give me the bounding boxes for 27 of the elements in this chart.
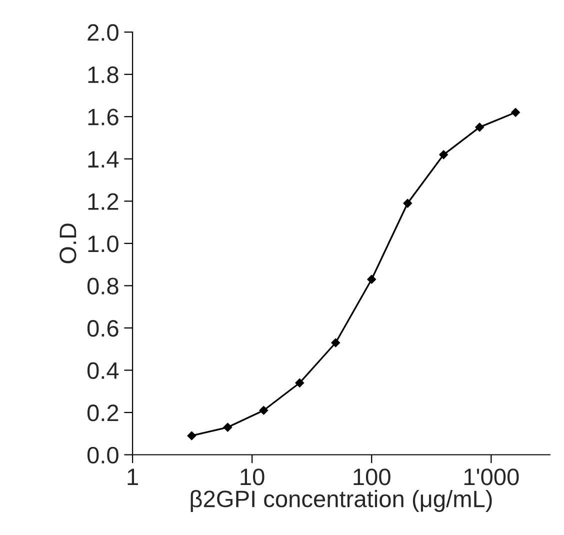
x-tick-label: 10	[240, 468, 264, 486]
y-axis-title: O.D	[60, 224, 76, 264]
point	[439, 150, 448, 160]
y-tick-label: 1.2	[88, 193, 118, 210]
y-tick-label: 1.8	[88, 66, 118, 84]
point	[511, 108, 520, 117]
point	[403, 198, 412, 208]
point	[259, 406, 268, 415]
x-tick-label: 100	[354, 468, 390, 486]
y-tick-label: 2.0	[88, 24, 118, 41]
y-tick-label: 1.0	[88, 235, 118, 252]
point	[295, 378, 304, 388]
x-tick-label: 1	[128, 468, 138, 486]
y-tick-label: 1.6	[88, 108, 118, 126]
point	[475, 122, 484, 132]
point	[367, 274, 376, 284]
y-tick-label: 0.8	[87, 278, 118, 294]
point	[223, 422, 232, 432]
x-axis-title: β2GPI concentration (μg/mL)	[190, 490, 492, 512]
y-tick-label: 0.0	[87, 446, 118, 464]
y-tick-label: 1.4	[88, 151, 119, 168]
y-tick-label: 0.2	[87, 404, 118, 422]
point	[187, 431, 196, 440]
x-tick-label: 1'000	[464, 468, 519, 486]
point	[331, 338, 340, 348]
y-tick-label: 0.4	[87, 362, 119, 380]
y-tick-label: 0.6	[87, 320, 118, 337]
